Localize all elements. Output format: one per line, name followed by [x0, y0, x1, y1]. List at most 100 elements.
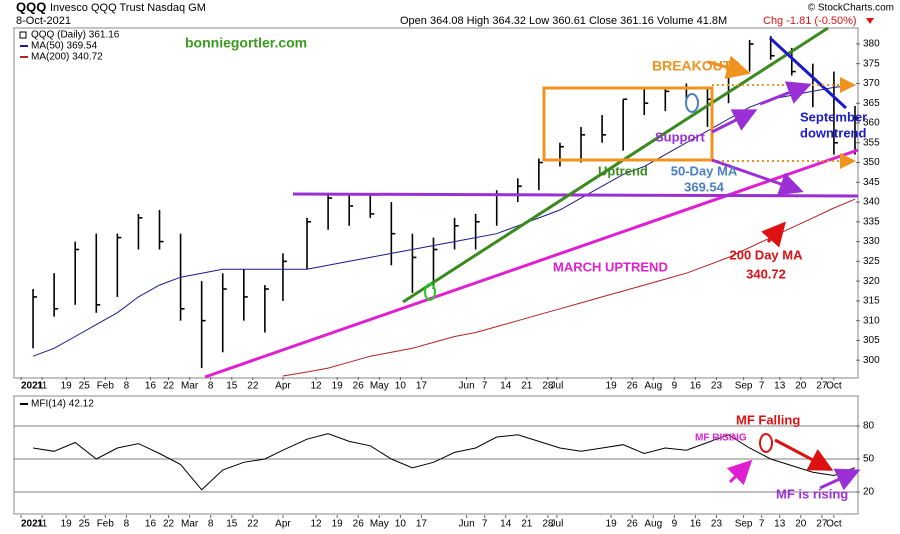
support-arrow	[759, 81, 812, 106]
x-tick-label: 12	[311, 381, 323, 392]
y-tick-label: 355	[863, 137, 880, 148]
x-tick-label: 22	[163, 519, 175, 530]
line	[282, 198, 856, 377]
y-tick-label: 300	[863, 355, 880, 366]
x-tick-label: Oct	[826, 519, 842, 530]
annotation: MF RISING	[695, 433, 747, 444]
x-tick-label: 16	[145, 519, 157, 530]
uptrend-line	[402, 26, 829, 304]
y-tick-label: 370	[863, 78, 880, 89]
x-tick-label: 10	[395, 519, 407, 530]
x-tick-label: May	[370, 381, 389, 392]
x-tick-label: 14	[500, 519, 512, 530]
x-tick-label: Jul	[551, 381, 564, 392]
legend-swatch	[19, 31, 27, 39]
x-tick-label: 9	[672, 519, 678, 530]
mf-falling-arrow	[774, 438, 834, 471]
circle	[685, 93, 699, 113]
mf-rising-arrow	[819, 468, 861, 491]
annotation: MF is rising	[776, 486, 848, 501]
annotation: Support	[655, 129, 705, 144]
x-tick-label: 19	[61, 381, 73, 392]
source: © StockCharts.com	[808, 3, 894, 14]
y-tick-label: 20	[863, 487, 875, 498]
y-tick-label: 325	[863, 256, 880, 267]
x-tick-label: 25	[79, 381, 91, 392]
x-tick-label: Feb	[97, 381, 115, 392]
support-line	[292, 192, 859, 198]
price-panel	[13, 27, 859, 379]
x-tick-label: 28	[542, 519, 554, 530]
x-tick-label: 17	[416, 381, 428, 392]
x-tick-label: Jun	[459, 519, 475, 530]
legend-label: QQQ (Daily) 361.16	[31, 30, 120, 41]
x-tick-label: 11	[37, 381, 48, 392]
y-tick-label: 50	[863, 454, 875, 465]
y-tick-label: 310	[863, 315, 880, 326]
x-tick-label: Aug	[644, 519, 662, 530]
x-tick-label: 16	[145, 381, 157, 392]
y-tick-label: 345	[863, 177, 880, 188]
x-tick-label: 19	[606, 519, 618, 530]
y-tick-label: 315	[863, 296, 880, 307]
x-tick-label: 22	[163, 381, 175, 392]
circle	[759, 433, 773, 453]
symbol: QQQ	[16, 0, 46, 14]
annotation: MARCH UPTREND	[553, 259, 668, 274]
x-tick-label: Sep	[735, 381, 753, 392]
x-tick-label: 2021	[21, 381, 44, 392]
annotation-shapes	[204, 26, 861, 491]
x-tick-label: 14	[500, 381, 512, 392]
x-tick-label: Feb	[97, 519, 115, 530]
x-tick-label: 9	[672, 381, 678, 392]
y-tick-label: 330	[863, 236, 880, 247]
x-tick-label: 26	[353, 519, 365, 530]
breakout-arrow	[707, 55, 751, 79]
annotation: BREAKOUT?	[652, 58, 740, 74]
x-tick-label: 8	[124, 381, 130, 392]
x-tick-label: 7	[482, 519, 488, 530]
x-tick-label: Mar	[181, 381, 199, 392]
down-triangle	[866, 18, 874, 24]
x-tick-label: 2021	[21, 519, 44, 530]
line	[32, 84, 856, 357]
x-tick-label: 19	[606, 381, 618, 392]
x-tick-label: 22	[247, 381, 259, 392]
annotation: 200 Day MA	[730, 247, 804, 262]
x-tick-label: 7	[482, 381, 488, 392]
x-tick-label: 17	[416, 519, 428, 530]
y-tick-label: 335	[863, 216, 880, 227]
x-tick-label: 8	[124, 519, 130, 530]
support-arrow	[711, 158, 804, 196]
x-tick-label: 23	[711, 519, 723, 530]
x-tick-label: 8	[208, 381, 214, 392]
x-tick-label: 19	[61, 519, 73, 530]
annotation: MF Falling	[736, 412, 800, 427]
ma200-arrow	[761, 221, 786, 248]
annotation: downtrend	[800, 125, 866, 140]
security-name: Invesco QQQ Trust Nasdaq GM	[50, 2, 206, 14]
y-tick-label: 340	[863, 197, 880, 208]
annotation: bonniegortler.com	[185, 35, 307, 51]
y-tick-label: 350	[863, 157, 880, 168]
x-tick-label: 8	[208, 519, 214, 530]
x-tick-label: 19	[332, 381, 344, 392]
circle	[424, 283, 436, 301]
x-tick-label: May	[370, 519, 389, 530]
date: 8-Oct-2021	[16, 15, 71, 27]
x-tick-label: 16	[690, 381, 702, 392]
x-tick-label: 22	[247, 519, 259, 530]
y-tick-label: 380	[863, 39, 880, 50]
legend-label: MA(200) 340.72	[31, 52, 103, 63]
x-tick-label: Jul	[551, 519, 564, 530]
x-tick-label: 26	[353, 381, 365, 392]
support-arrow	[711, 109, 758, 134]
y-tick-label: 320	[863, 276, 880, 287]
x-tick-label: 26	[627, 519, 639, 530]
change: Chg -1.81 (-0.50%)	[763, 15, 857, 27]
x-tick-label: 21	[521, 519, 533, 530]
x-tick-label: 13	[774, 519, 786, 530]
legend-label: MFI(14) 42.12	[31, 399, 94, 410]
x-tick-label: Jun	[459, 381, 475, 392]
